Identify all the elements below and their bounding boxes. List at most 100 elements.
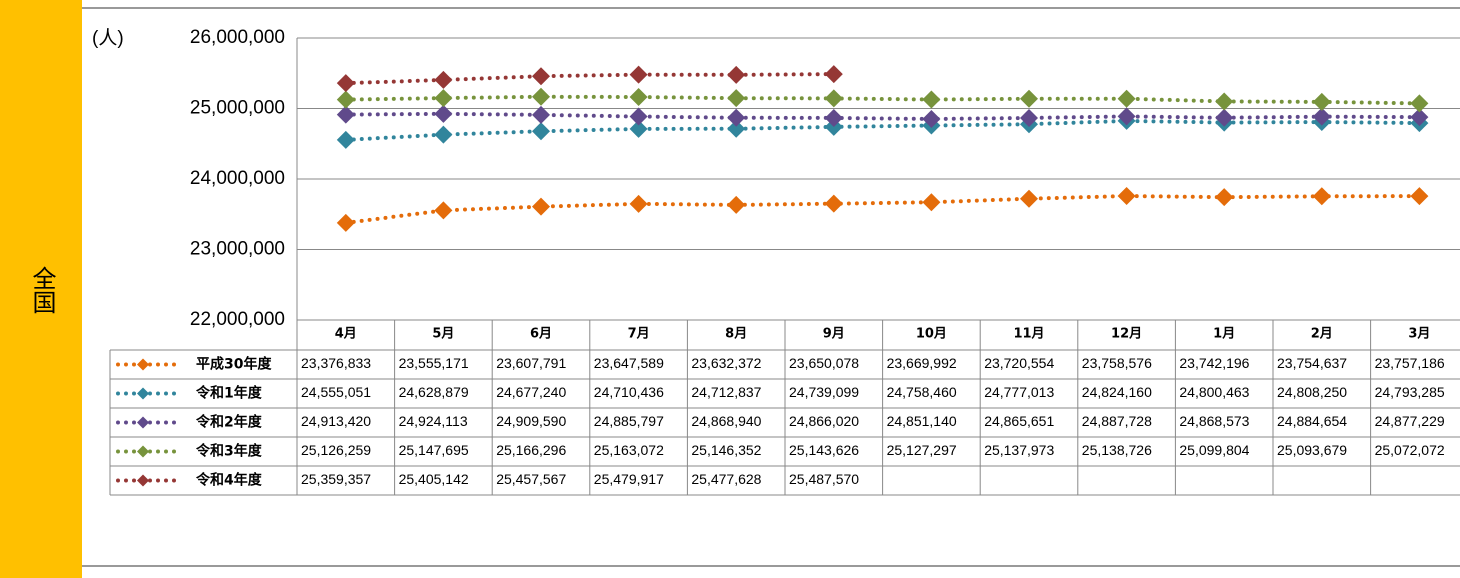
marker xyxy=(1312,107,1331,126)
marker xyxy=(434,89,453,108)
marker xyxy=(1117,89,1136,108)
marker xyxy=(1215,188,1234,207)
series-line xyxy=(343,94,1422,106)
marker xyxy=(1020,108,1038,127)
marker xyxy=(336,90,355,109)
x-tick-label: 11月 xyxy=(1013,327,1044,342)
table-cell: 24,777,013 xyxy=(984,384,1054,400)
table-cell: 25,072,072 xyxy=(1375,442,1445,458)
table-cell: 24,555,051 xyxy=(301,384,371,400)
marker xyxy=(922,90,941,109)
table-cell: 24,677,240 xyxy=(496,384,566,400)
marker xyxy=(532,67,550,86)
table-cell: 25,477,628 xyxy=(691,471,761,487)
table-cell: 25,166,296 xyxy=(496,442,566,458)
table-cell: 25,359,357 xyxy=(301,471,371,487)
table-cell: 23,754,637 xyxy=(1277,355,1347,371)
x-tick-label: 8月 xyxy=(725,327,747,342)
marker xyxy=(1020,189,1038,208)
series-line xyxy=(343,72,836,86)
table-cell: 23,555,171 xyxy=(399,355,469,371)
marker xyxy=(336,130,355,149)
table-cell: 25,147,695 xyxy=(399,442,469,458)
table-cell: 25,093,679 xyxy=(1277,442,1347,458)
marker xyxy=(824,194,843,213)
series-line xyxy=(343,194,1422,225)
x-tick-label: 2月 xyxy=(1311,327,1333,342)
marker xyxy=(336,213,355,232)
marker xyxy=(824,108,843,127)
x-tick-label: 4月 xyxy=(335,327,357,342)
table-cell: 24,885,797 xyxy=(594,413,664,429)
table-cell: 25,126,259 xyxy=(301,442,371,458)
marker xyxy=(336,105,355,124)
marker xyxy=(629,65,648,84)
marker xyxy=(922,109,941,128)
marker xyxy=(629,194,648,213)
table-cell: 25,487,570 xyxy=(789,471,859,487)
marker xyxy=(532,105,550,124)
marker xyxy=(532,122,550,141)
marker xyxy=(1410,94,1429,113)
legend-marker xyxy=(137,474,149,487)
table-cell: 23,607,791 xyxy=(496,355,566,371)
table-cell: 24,710,436 xyxy=(594,384,664,400)
table-cell: 23,757,186 xyxy=(1375,355,1445,371)
marker xyxy=(1117,187,1136,206)
table-cell: 23,632,372 xyxy=(691,355,761,371)
y-tick-label: 26,000,000 xyxy=(190,27,285,48)
table-cell: 25,146,352 xyxy=(691,442,761,458)
table-cell: 23,669,992 xyxy=(887,355,957,371)
table-cell: 24,793,285 xyxy=(1375,384,1445,400)
table-cell: 24,924,113 xyxy=(399,413,468,429)
x-tick-label: 5月 xyxy=(432,327,454,342)
marker xyxy=(532,197,550,216)
table-cell: 24,866,020 xyxy=(789,413,859,429)
y-axis-label: (人) xyxy=(92,27,124,49)
table-cell: 25,099,804 xyxy=(1179,442,1249,458)
legend-label: 令和3年度 xyxy=(195,443,263,460)
marker xyxy=(336,74,355,93)
legend-label: 令和2年度 xyxy=(195,414,263,431)
x-tick-label: 3月 xyxy=(1408,327,1430,342)
table-cell: 25,405,142 xyxy=(399,471,469,487)
marker xyxy=(1215,108,1234,127)
series-line xyxy=(343,111,1422,121)
marker xyxy=(1410,187,1429,206)
table-cell: 23,720,554 xyxy=(984,355,1054,371)
marker xyxy=(1117,107,1136,126)
y-tick-label: 22,000,000 xyxy=(190,309,285,330)
region-label: 全国 xyxy=(28,266,56,314)
marker xyxy=(824,89,843,108)
table-cell: 24,712,837 xyxy=(691,384,761,400)
marker xyxy=(434,104,453,123)
y-tick-label: 24,000,000 xyxy=(190,168,285,189)
legend-marker xyxy=(137,387,149,400)
table-cell: 25,143,626 xyxy=(789,442,859,458)
marker xyxy=(629,119,648,138)
table-cell: 25,127,297 xyxy=(887,442,957,458)
marker xyxy=(727,108,746,127)
legend-label: 平成30年度 xyxy=(196,356,272,373)
table-cell: 24,884,654 xyxy=(1277,413,1347,429)
table-cell: 25,457,567 xyxy=(496,471,566,487)
marker xyxy=(434,201,453,220)
marker xyxy=(922,193,941,212)
marker xyxy=(1020,89,1038,108)
table-cell: 24,808,250 xyxy=(1277,384,1347,400)
table-cell: 24,909,590 xyxy=(496,413,566,429)
marker xyxy=(629,107,648,126)
y-tick-label: 25,000,000 xyxy=(190,98,285,119)
table-cell: 24,887,728 xyxy=(1082,413,1152,429)
table-cell: 25,137,973 xyxy=(984,442,1054,458)
series-line xyxy=(343,118,1422,142)
marker xyxy=(1312,92,1331,111)
y-tick-label: 23,000,000 xyxy=(190,239,285,260)
region-band xyxy=(0,0,82,578)
table-cell: 24,868,940 xyxy=(691,413,761,429)
x-tick-label: 12月 xyxy=(1111,327,1142,342)
table-cell: 23,758,576 xyxy=(1082,355,1152,371)
marker xyxy=(1215,92,1234,111)
x-tick-label: 7月 xyxy=(628,327,650,342)
table-cell: 24,739,099 xyxy=(789,384,859,400)
